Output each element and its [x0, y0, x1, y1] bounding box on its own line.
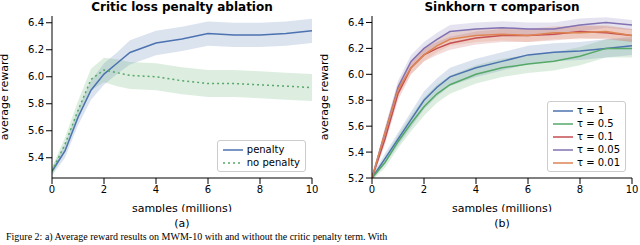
svg-text:6.4: 6.4: [28, 17, 44, 28]
svg-text:8: 8: [257, 184, 263, 195]
svg-text:5.4: 5.4: [28, 152, 44, 163]
svg-text:6.4: 6.4: [348, 17, 364, 28]
svg-text:samples (millions): samples (millions): [132, 202, 232, 212]
svg-text:4: 4: [473, 184, 479, 195]
svg-text:2: 2: [421, 184, 427, 195]
html-text:Figure 2: a) Average reward re: Figure 2: a) Average reward results on M…: [6, 231, 388, 242]
html-text:τ = 1: τ = 1: [577, 105, 605, 116]
svg-text:6.0: 6.0: [28, 71, 44, 82]
html-text:Critic loss penalty ablation: Critic loss penalty ablation: [91, 0, 273, 14]
svg-text:5.2: 5.2: [348, 173, 364, 184]
svg-text:6: 6: [205, 184, 211, 195]
html-text:τ = 0.01: τ = 0.01: [577, 157, 620, 168]
svg-text:5.6: 5.6: [28, 125, 44, 136]
svg-text:average reward: average reward: [320, 54, 331, 141]
html-text:penalty: penalty: [246, 144, 285, 155]
svg-text:6: 6: [525, 184, 531, 195]
svg-text:0: 0: [49, 184, 55, 195]
svg-text:0: 0: [369, 184, 375, 195]
svg-text:6.2: 6.2: [28, 44, 44, 55]
svg-text:6.0: 6.0: [348, 69, 364, 80]
html-text:Sinkhorn τ comparison: Sinkhorn τ comparison: [424, 0, 580, 14]
svg-text:5.4: 5.4: [348, 147, 364, 158]
html-text:(b): (b): [494, 217, 510, 230]
html-text:(a): (a): [174, 217, 190, 230]
html-text:τ = 0.05: τ = 0.05: [577, 144, 620, 155]
html-text:τ = 0.1: τ = 0.1: [577, 131, 614, 142]
svg-text:5.6: 5.6: [348, 121, 364, 132]
svg-text:10: 10: [306, 184, 319, 195]
svg-text:4: 4: [153, 184, 159, 195]
svg-text:8: 8: [577, 184, 583, 195]
svg-text:5.8: 5.8: [28, 98, 44, 109]
svg-text:5.8: 5.8: [348, 95, 364, 106]
svg-text:samples (millions): samples (millions): [452, 202, 552, 212]
html-text:τ = 0.5: τ = 0.5: [577, 118, 614, 129]
svg-text:6.2: 6.2: [348, 43, 364, 54]
svg-text:average reward: average reward: [8, 54, 11, 141]
svg-text:2: 2: [101, 184, 107, 195]
svg-text:10: 10: [626, 184, 632, 195]
html-text:no penalty: no penalty: [246, 157, 300, 168]
